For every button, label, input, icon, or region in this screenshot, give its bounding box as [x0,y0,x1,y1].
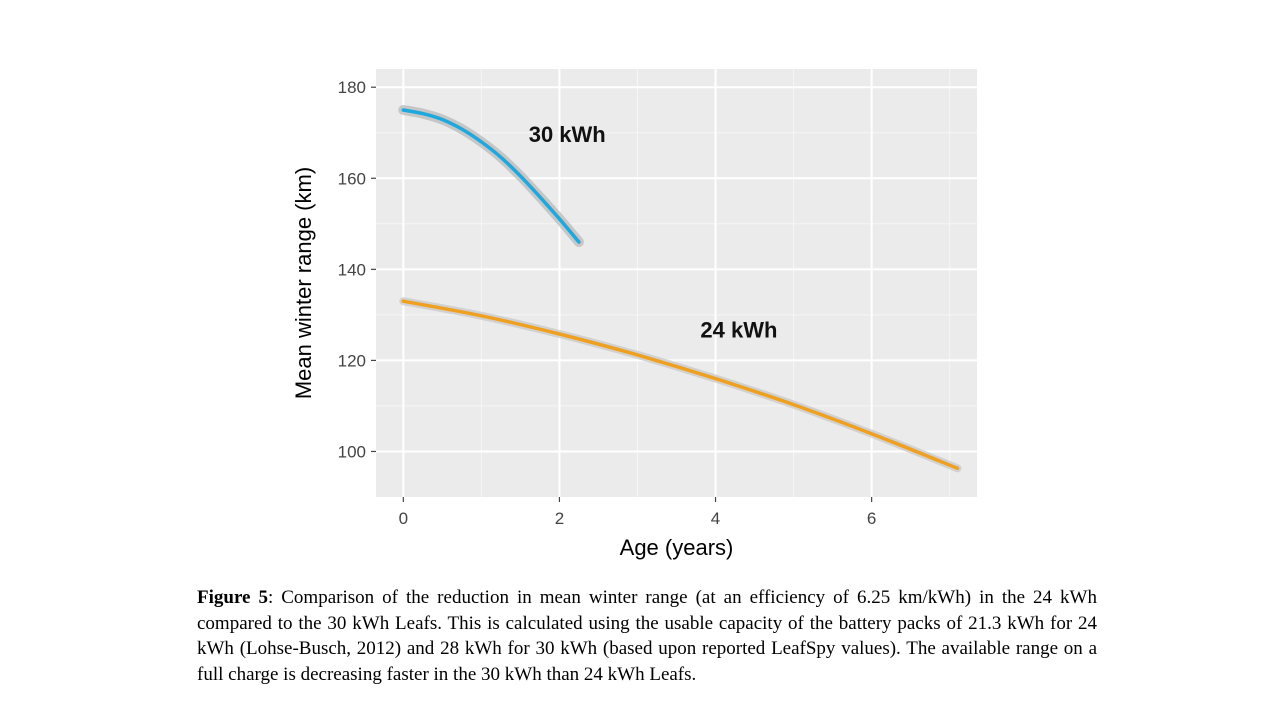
y-tick-label: 120 [338,351,366,370]
series-label-24-kwh: 24 kWh [700,318,777,343]
y-tick-label: 180 [338,78,366,97]
series-line-24-kwh [401,299,960,471]
x-tick-label: 6 [867,509,876,528]
axes: 0 2 4 6 100 120 140 160 180 [338,78,877,528]
series-lines [401,108,960,471]
series-annotations: 30 kWh 24 kWh [529,122,778,343]
y-axis-title: Mean winter range (km) [291,167,316,399]
x-tick-label: 4 [711,509,720,528]
y-tick-label: 140 [338,260,366,279]
x-axis-title: Age (years) [620,535,734,560]
series-label-30-kwh: 30 kWh [529,122,606,147]
x-tick-label: 2 [555,509,564,528]
grid-major [376,69,977,497]
figure-caption: Figure 5: Comparison of the reduction in… [197,585,1097,687]
line-chart: 0 2 4 6 100 120 140 160 180 30 kWh 24 kWh Age (ye… [291,69,977,560]
caption-text: : Comparison of the reduction in mean wi… [197,587,1097,685]
x-tick-label: 0 [399,509,408,528]
y-tick-label: 160 [338,169,366,188]
y-tick-label: 100 [338,442,366,461]
series-line-30-kwh [401,108,581,244]
figure-label: Figure 5 [197,587,268,608]
